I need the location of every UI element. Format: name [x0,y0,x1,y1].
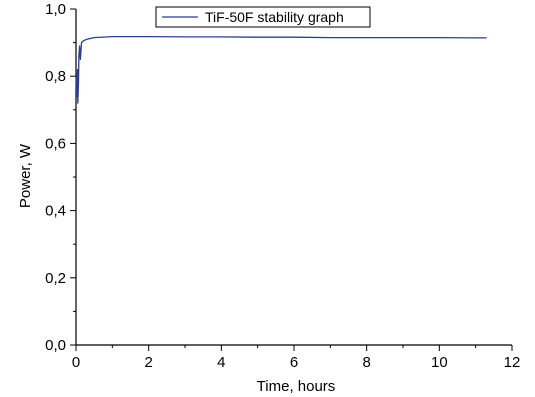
y-tick-label: 0,4 [45,203,66,220]
x-tick-label: 0 [72,354,80,371]
y-tick-label: 1,0 [45,1,66,18]
series-line [75,35,487,104]
series-layer [75,35,487,104]
x-tick-label: 12 [504,354,521,371]
legend-label: TiF-50F stability graph [205,9,344,25]
y-axis: 0,0 0,2 0,4 0,6 0,8 1,0 [45,1,76,354]
y-tick-label: 0,2 [45,270,66,287]
x-tick-label: 4 [217,354,225,371]
y-tick-label: 0,6 [45,135,66,152]
x-tick-label: 8 [362,354,370,371]
legend: TiF-50F stability graph [155,6,371,28]
y-tick-label: 0,8 [45,68,66,85]
x-axis: 0 2 4 6 8 10 12 [72,345,521,371]
x-tick-label: 10 [431,354,448,371]
legend-box [155,6,371,28]
x-tick-label: 2 [144,354,152,371]
y-axis-title: Power, W [17,143,34,208]
y-tick-label: 0,0 [45,337,66,354]
x-axis-title: Time, hours [257,378,336,395]
plot-frame [75,9,512,346]
x-tick-label: 6 [290,354,298,371]
